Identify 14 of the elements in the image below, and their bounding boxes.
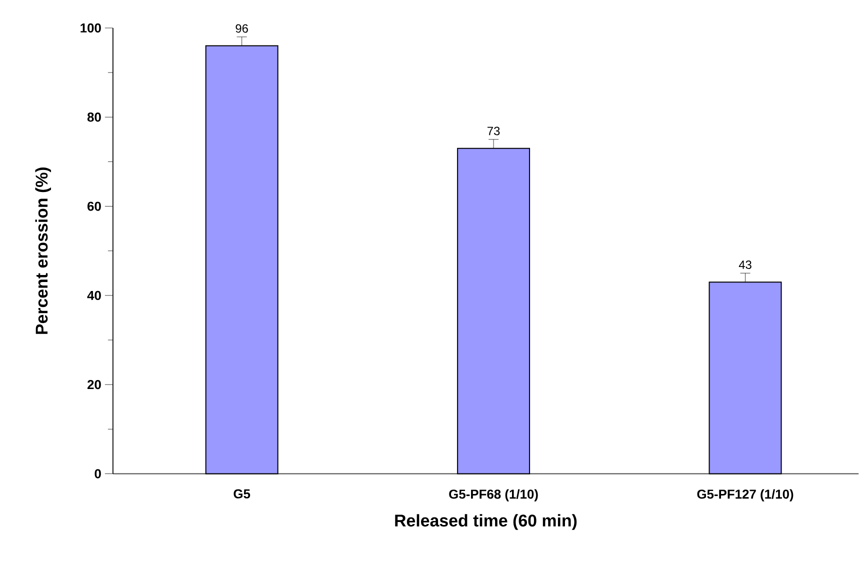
- y-tick-label: 100: [80, 24, 101, 33]
- y-tick-label: 60: [88, 202, 101, 212]
- data-label: 73: [488, 126, 500, 136]
- y-axis-title: Percent erossion (%): [35, 168, 52, 334]
- x-axis-title: Released time (60 min): [395, 514, 577, 530]
- data-label: 43: [738, 260, 752, 270]
- y-tick-label: 40: [87, 291, 101, 300]
- x-tick-label: G5: [234, 489, 250, 499]
- y-tick-label: 80: [87, 112, 101, 122]
- y-tick-label: 0: [94, 469, 101, 478]
- x-tick-label: G5-PF127 (1/10): [697, 489, 794, 502]
- x-tick-label: G5-PF68 (1/10): [449, 489, 538, 502]
- y-tick-label: 20: [87, 380, 101, 390]
- data-label: 96: [236, 24, 248, 33]
